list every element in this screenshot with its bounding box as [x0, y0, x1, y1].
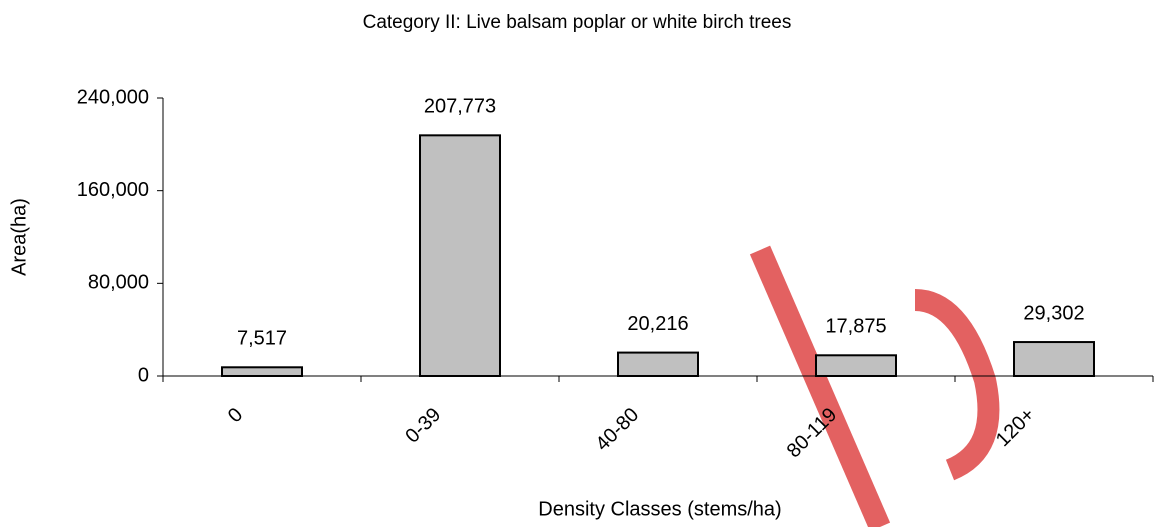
data-label: 17,875	[825, 316, 886, 338]
y-axis-label: Area(ha)	[8, 198, 30, 276]
chart-title: Category II: Live balsam poplar or white…	[363, 12, 792, 33]
bar	[815, 354, 897, 378]
watermark-stroke	[914, 289, 1000, 481]
watermark-stroke	[749, 245, 891, 527]
y-tick-label: 80,000	[88, 272, 149, 294]
data-label: 7,517	[237, 328, 287, 350]
watermark	[749, 245, 1000, 527]
bar	[617, 351, 699, 377]
x-tick-label: 0-39	[401, 404, 445, 448]
y-tick-label: 240,000	[77, 86, 149, 108]
bar	[221, 366, 303, 378]
bar	[1013, 341, 1095, 377]
data-label: 29,302	[1023, 302, 1084, 324]
x-axis-label: Density Classes (stems/ha)	[538, 498, 781, 520]
bar	[419, 134, 501, 377]
x-tick-label: 40-80	[592, 404, 644, 456]
data-label: 207,773	[424, 96, 496, 118]
x-tick-label: 0	[224, 404, 247, 427]
data-label: 20,216	[627, 313, 688, 335]
y-tick-label: 0	[138, 364, 149, 386]
y-tick-label: 160,000	[77, 179, 149, 201]
